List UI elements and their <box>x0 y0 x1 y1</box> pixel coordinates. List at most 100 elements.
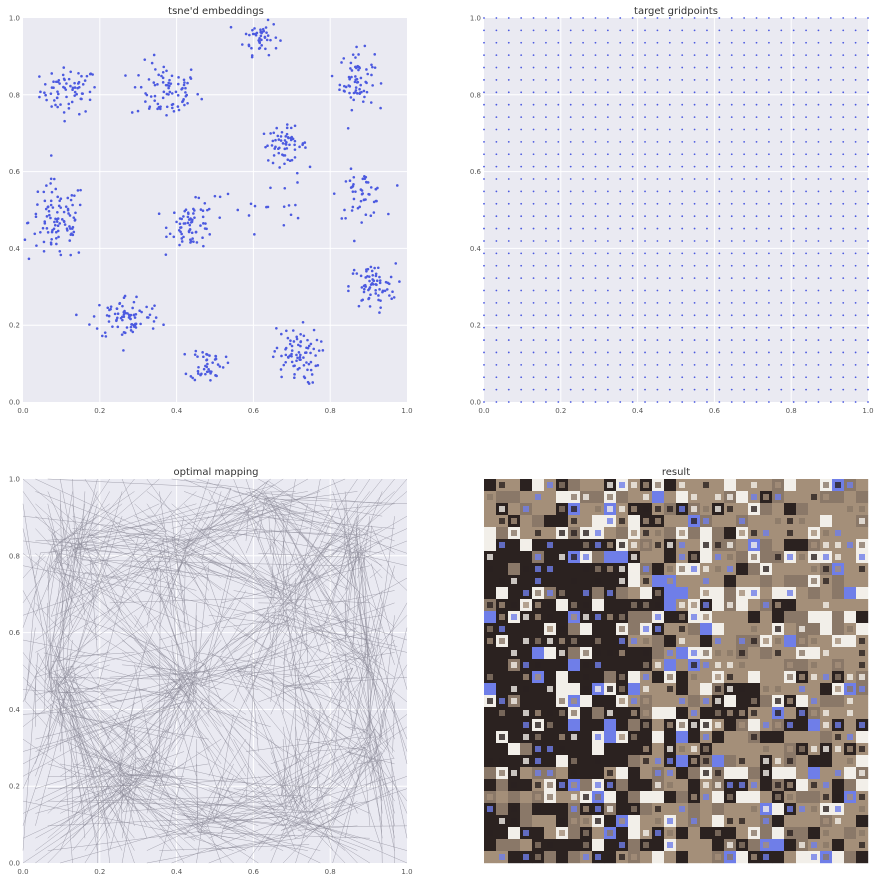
data-point <box>69 227 72 230</box>
data-point <box>379 299 382 302</box>
mosaic-tile <box>580 743 593 756</box>
data-point <box>378 288 381 291</box>
mosaic-tile <box>784 707 797 720</box>
data-point <box>50 190 54 194</box>
mapping-arrow <box>84 674 160 690</box>
mapping-arrow <box>58 652 61 667</box>
mosaic-tile-detail <box>583 662 589 668</box>
grid-point <box>842 202 845 205</box>
grid-point <box>817 153 820 156</box>
data-point <box>253 27 256 30</box>
mapping-arrow <box>47 680 58 740</box>
grid-point <box>656 215 659 218</box>
grid-point <box>768 66 770 69</box>
mosaic-tile <box>604 575 617 588</box>
mosaic-tile-detail <box>511 602 517 608</box>
grid-point <box>495 116 498 118</box>
data-point <box>278 166 281 169</box>
grid-point <box>730 264 733 267</box>
mapping-arrow <box>182 478 309 550</box>
grid-point <box>817 401 820 403</box>
data-point <box>351 53 355 56</box>
data-point <box>105 314 109 317</box>
mosaic-tile <box>856 815 869 828</box>
mosaic-tile-detail <box>691 746 697 752</box>
mosaic-tile-detail <box>655 854 661 860</box>
grid-point <box>594 17 597 19</box>
mapping-arrow <box>51 567 123 604</box>
mosaic-tile <box>580 719 593 732</box>
mosaic-tile-detail <box>691 626 697 632</box>
data-point <box>148 313 152 317</box>
grid-point <box>743 252 746 255</box>
mosaic-tile-detail <box>727 674 733 680</box>
mosaic-tile-detail <box>715 506 721 512</box>
mapping-arrow <box>22 800 186 836</box>
data-point <box>166 83 169 87</box>
grid-point <box>829 326 832 329</box>
mosaic-tile-detail <box>715 638 721 644</box>
mapping-arrow <box>140 540 148 549</box>
mapping-arrow <box>300 815 346 864</box>
grid-point <box>829 277 832 280</box>
mapping-arrow <box>237 670 346 703</box>
mosaic-tile-detail <box>823 794 829 800</box>
data-point <box>373 66 377 69</box>
grid-point <box>854 240 857 242</box>
data-point <box>305 346 308 350</box>
mosaic-tile <box>760 671 773 684</box>
grid-point <box>792 252 795 255</box>
mapping-arrow <box>162 538 172 616</box>
mosaic-tile <box>556 683 569 696</box>
grid-point <box>507 376 510 379</box>
mosaic-tile <box>484 707 497 720</box>
grid-point <box>483 140 485 143</box>
mosaic-tile-detail <box>523 758 529 764</box>
grid-point <box>805 140 807 143</box>
mosaic-tile-detail <box>523 662 529 668</box>
data-point <box>340 217 344 220</box>
data-point <box>351 205 355 209</box>
mosaic-tile <box>712 755 725 768</box>
data-point <box>262 132 266 136</box>
grid-point <box>619 128 622 131</box>
grid-point <box>644 79 646 81</box>
mosaic-tile <box>496 827 509 840</box>
mapping-arrow <box>184 815 286 827</box>
grid-point <box>718 240 721 242</box>
mosaic-tile <box>544 503 557 516</box>
grid-point <box>594 54 597 57</box>
grid-point <box>631 351 634 354</box>
data-point <box>69 70 72 74</box>
mapping-arrow <box>183 491 253 517</box>
y-tick-label: 0.6 <box>9 168 21 176</box>
mosaic-tile <box>772 767 785 780</box>
mosaic-tile-detail <box>643 506 649 512</box>
mosaic-tile <box>724 731 737 744</box>
data-point <box>379 106 382 110</box>
grid-point <box>755 252 758 255</box>
grid-point <box>507 29 510 32</box>
data-point <box>171 102 175 106</box>
grid-point <box>594 165 597 168</box>
data-point <box>39 230 42 234</box>
mapping-arrow <box>332 639 371 749</box>
mosaic-tile-detail <box>667 758 673 764</box>
mosaic-tile-detail <box>523 770 529 776</box>
mosaic-tile <box>604 791 617 804</box>
mapping-arrow <box>208 491 275 610</box>
grid-point <box>718 116 721 118</box>
mosaic-tile-detail <box>679 566 685 572</box>
mapping-arrow <box>74 556 98 579</box>
mapping-arrow <box>51 478 110 568</box>
mapping-arrow <box>72 687 135 740</box>
mosaic-tile-detail <box>499 698 505 704</box>
grid-point <box>854 79 857 81</box>
grid-point <box>867 215 869 218</box>
mosaic-tile <box>796 563 809 576</box>
mosaic-tile-detail <box>847 770 853 776</box>
grid-point <box>582 388 584 391</box>
mosaic-tile-detail <box>547 614 553 620</box>
mapping-arrow <box>295 546 373 604</box>
mapping-arrow <box>69 503 247 541</box>
